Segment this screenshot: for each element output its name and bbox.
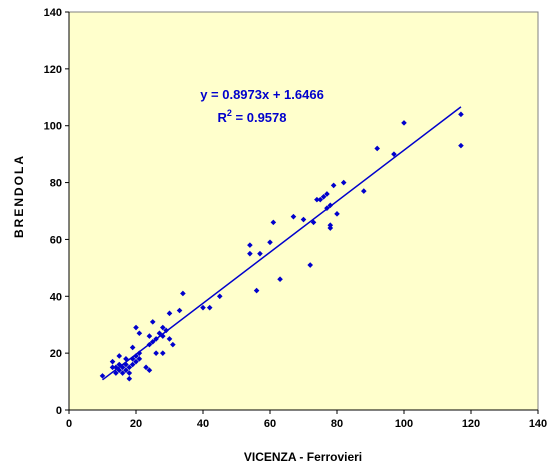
trendline xyxy=(102,106,462,381)
x-tick-label: 40 xyxy=(197,418,209,430)
data-points xyxy=(99,111,464,382)
data-point xyxy=(267,239,273,246)
data-point xyxy=(180,290,186,297)
data-point xyxy=(361,188,367,194)
data-point xyxy=(327,225,334,231)
x-axis-title: VICENZA - Ferrovieri xyxy=(244,450,362,464)
data-point xyxy=(160,350,166,356)
data-point xyxy=(307,262,313,268)
data-point xyxy=(116,367,123,373)
y-tick-label: 140 xyxy=(44,7,62,19)
y-axis-title: BRENDOLA xyxy=(12,154,26,238)
data-point xyxy=(136,356,143,362)
data-point xyxy=(153,350,159,356)
data-point xyxy=(320,193,327,200)
data-point xyxy=(317,196,324,203)
data-point xyxy=(149,319,156,325)
y-tick-label: 60 xyxy=(50,234,62,246)
x-tick-label: 0 xyxy=(66,418,72,430)
data-point xyxy=(327,222,334,229)
y-tick-label: 40 xyxy=(50,291,62,303)
x-tick-label: 20 xyxy=(130,418,142,430)
data-point xyxy=(216,293,223,300)
r-squared-prefix: R xyxy=(218,110,228,125)
data-point xyxy=(324,191,330,197)
x-tick-label: 140 xyxy=(529,418,547,430)
data-point xyxy=(257,250,263,257)
data-point xyxy=(334,211,340,217)
plot-area xyxy=(68,11,539,411)
data-point xyxy=(156,330,163,337)
data-point xyxy=(170,341,176,348)
y-tick-label: 80 xyxy=(50,178,62,190)
data-point xyxy=(116,361,123,368)
data-point xyxy=(160,324,166,331)
data-point xyxy=(136,330,143,337)
data-point xyxy=(166,336,173,342)
data-point xyxy=(119,364,126,371)
data-point xyxy=(327,202,334,209)
data-point xyxy=(109,364,116,371)
data-point xyxy=(300,216,307,223)
data-point xyxy=(163,327,169,334)
data-point xyxy=(160,333,166,339)
x-tick-label: 80 xyxy=(331,418,343,430)
y-tick-label: 0 xyxy=(56,405,62,417)
data-point xyxy=(116,353,123,359)
x-tick-label: 100 xyxy=(395,418,413,430)
data-point xyxy=(314,196,320,203)
axes: 0 20 40 60 80 100 120 140 0 20 40 60 80 100 120 140 xyxy=(44,7,548,430)
data-point xyxy=(146,367,153,373)
data-point xyxy=(129,361,136,368)
data-point xyxy=(270,219,277,226)
data-point xyxy=(126,364,133,371)
trendline-equation: y = 0.8973x + 1.6466 xyxy=(200,87,324,102)
y-tick-label: 120 xyxy=(44,64,62,76)
data-point xyxy=(166,310,173,317)
data-point xyxy=(458,142,464,149)
data-point xyxy=(133,324,139,331)
data-point xyxy=(247,242,253,248)
data-point xyxy=(340,179,347,186)
data-point xyxy=(253,287,260,294)
data-point xyxy=(143,364,149,371)
data-point xyxy=(146,333,153,339)
data-point xyxy=(119,370,126,376)
data-point xyxy=(374,145,380,152)
y-tick-label: 100 xyxy=(44,121,62,133)
data-point xyxy=(126,375,133,382)
data-point xyxy=(206,304,213,311)
r-squared-value: = 0.9578 xyxy=(232,110,287,125)
data-point xyxy=(277,276,283,283)
y-tick-label: 20 xyxy=(50,348,62,360)
data-point xyxy=(123,367,129,373)
data-point xyxy=(391,151,397,157)
r-squared-exponent: 2 xyxy=(227,108,232,118)
data-point xyxy=(401,120,407,126)
data-point xyxy=(330,182,337,189)
data-point xyxy=(200,304,206,311)
data-point xyxy=(129,356,136,362)
data-point xyxy=(109,358,116,365)
x-tick-label: 60 xyxy=(264,418,276,430)
data-point xyxy=(133,353,139,359)
data-point xyxy=(290,213,297,220)
data-point xyxy=(133,358,139,365)
data-point xyxy=(136,350,143,356)
data-point xyxy=(126,370,133,376)
x-tick-label: 120 xyxy=(462,418,480,430)
data-point xyxy=(458,111,464,118)
data-point xyxy=(176,307,183,314)
r-squared-label: R2 = 0.9578 xyxy=(218,108,287,125)
data-point xyxy=(113,370,119,376)
data-point xyxy=(129,344,136,351)
data-point xyxy=(99,373,106,379)
data-point xyxy=(247,250,253,257)
